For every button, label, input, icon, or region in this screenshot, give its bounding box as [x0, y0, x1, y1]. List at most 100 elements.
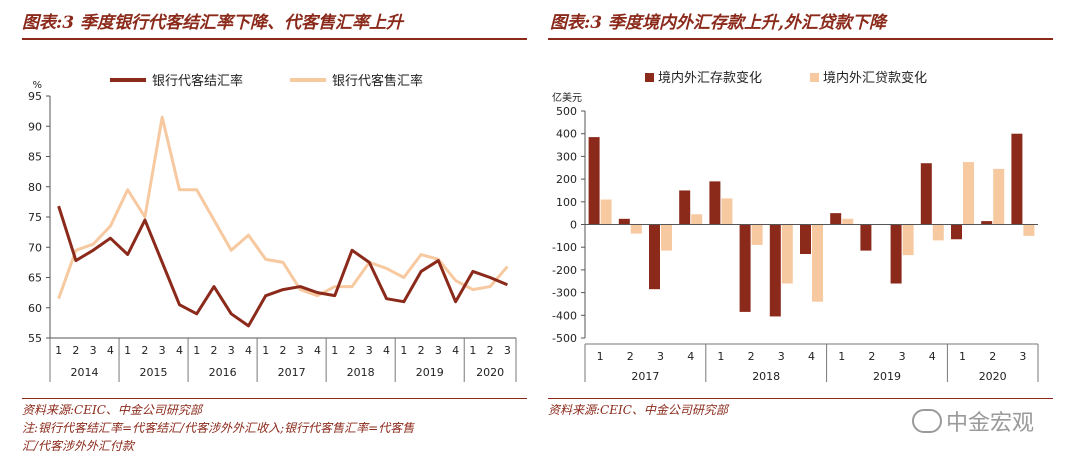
x-quarter-label: 3 — [90, 344, 97, 357]
bar-series-1 — [860, 224, 872, 251]
x-quarter-label: 4 — [176, 344, 183, 357]
x-quarter-label: 1 — [262, 344, 269, 357]
series-line-2 — [57, 115, 509, 300]
x-quarter-label: 1 — [838, 350, 845, 363]
x-year-label: 2020 — [979, 370, 1007, 383]
x-quarter-label: 3 — [159, 344, 166, 357]
x-quarter-label: 3 — [297, 344, 304, 357]
x-quarter-label: 3 — [899, 350, 906, 363]
y-tick-label: 60 — [28, 302, 42, 315]
x-quarter-label: 2 — [141, 344, 148, 357]
bar-series-1 — [800, 224, 811, 255]
x-year-label: 2020 — [476, 366, 504, 379]
x-quarter-label: 4 — [245, 344, 252, 357]
bar-series-2 — [812, 224, 823, 302]
legend-label-1: 境内外汇存款变化 — [658, 70, 762, 86]
bar-series-2 — [902, 224, 914, 256]
y-tick-label: 300 — [556, 150, 577, 163]
bar-series-1 — [830, 213, 842, 225]
y-tick-label: 0 — [570, 219, 577, 232]
y-tick-label: -200 — [552, 264, 577, 277]
bar-series-1 — [588, 137, 600, 225]
x-quarter-label: 2 — [868, 350, 875, 363]
y-tick-label: 85 — [28, 151, 42, 164]
y-tick-label: -300 — [552, 287, 577, 300]
bar-series-2 — [993, 168, 1005, 225]
x-quarter-label: 2 — [72, 344, 79, 357]
y-tick-label: 65 — [28, 272, 42, 285]
x-quarter-label: 3 — [228, 344, 235, 357]
left-footnote-line2: 汇/代客涉外外汇付款 — [22, 439, 135, 453]
x-quarter-label: 2 — [989, 350, 996, 363]
bar-series-1 — [679, 190, 691, 225]
x-year-label: 2019 — [873, 370, 901, 383]
x-year-label: 2018 — [752, 370, 780, 383]
right-source-rule — [548, 398, 1053, 399]
bar-series-1 — [649, 224, 660, 290]
bar-series-2 — [751, 224, 763, 245]
y-unit-label: % — [32, 80, 42, 91]
y-tick-label: 75 — [28, 211, 42, 224]
x-quarter-label: 3 — [435, 344, 442, 357]
y-tick-label: 200 — [556, 173, 577, 186]
x-quarter-label: 1 — [124, 344, 131, 357]
x-quarter-label: 4 — [929, 350, 936, 363]
y-tick-label: 95 — [28, 90, 42, 103]
left-source-note: 资料来源:CEIC、中金公司研究部 — [22, 403, 202, 417]
bar-series-1 — [709, 181, 721, 225]
watermark-text: 中金宏观 — [946, 411, 1035, 436]
y-tick-label: 55 — [28, 332, 42, 345]
y-tick-label: 500 — [556, 105, 577, 118]
x-quarter-label: 2 — [627, 350, 634, 363]
bar-series-1 — [618, 218, 630, 225]
x-quarter-label: 4 — [314, 344, 321, 357]
x-year-label: 2015 — [140, 366, 168, 379]
legend-label-2: 银行代客售汇率 — [332, 73, 423, 89]
y-tick-label: 100 — [556, 196, 577, 209]
bar-series-2 — [661, 224, 672, 251]
legend-swatch-1 — [645, 73, 654, 82]
watermark: 中金宏观 — [912, 405, 1034, 437]
x-quarter-label: 3 — [504, 344, 511, 357]
x-quarter-label: 1 — [717, 350, 724, 363]
legend-label-2: 境内外汇贷款变化 — [823, 70, 927, 86]
x-year-label: 2018 — [347, 366, 375, 379]
bar-series-2 — [691, 214, 703, 225]
left-chart-title: 图表:3 季度银行代客结汇率下降、代客售汇率上升 — [22, 13, 404, 33]
y-unit-label: 亿美元 — [552, 91, 582, 104]
x-quarter-label: 4 — [808, 350, 815, 363]
y-tick-label: 400 — [556, 128, 577, 141]
x-year-label: 2017 — [278, 366, 306, 379]
x-year-label: 2017 — [631, 370, 659, 383]
bar-series-1 — [890, 224, 902, 284]
x-quarter-label: 4 — [107, 344, 114, 357]
y-tick-label: 90 — [28, 120, 42, 133]
x-quarter-label: 3 — [1019, 350, 1026, 363]
x-quarter-label: 2 — [210, 344, 217, 357]
left-source-rule — [22, 398, 527, 399]
bar-series-1 — [769, 224, 781, 317]
x-quarter-label: 1 — [400, 344, 407, 357]
x-quarter-label: 2 — [280, 344, 287, 357]
x-quarter-label: 2 — [487, 344, 494, 357]
bar-series-1 — [739, 224, 751, 312]
x-year-label: 2014 — [71, 366, 99, 379]
legend-swatch-2 — [810, 73, 819, 82]
x-quarter-label: 2 — [748, 350, 755, 363]
bar-series-2 — [842, 218, 854, 225]
y-tick-label: -500 — [552, 332, 577, 345]
x-quarter-label: 3 — [366, 344, 373, 357]
y-tick-label: -100 — [552, 241, 577, 254]
x-year-label: 2019 — [416, 366, 444, 379]
x-quarter-label: 1 — [331, 344, 338, 357]
x-quarter-label: 3 — [657, 350, 664, 363]
bar-series-2 — [721, 198, 733, 225]
bar-series-2 — [781, 224, 793, 284]
bar-series-1 — [981, 221, 993, 225]
x-quarter-label: 4 — [687, 350, 694, 363]
left-footnote-line1: 注:银行代客结汇率=代客结汇/代客涉外外汇收入;银行代客售汇率=代客售 — [22, 421, 415, 435]
left-title-rule — [22, 38, 527, 40]
x-quarter-label: 4 — [452, 344, 459, 357]
bar-series-2 — [630, 224, 642, 234]
